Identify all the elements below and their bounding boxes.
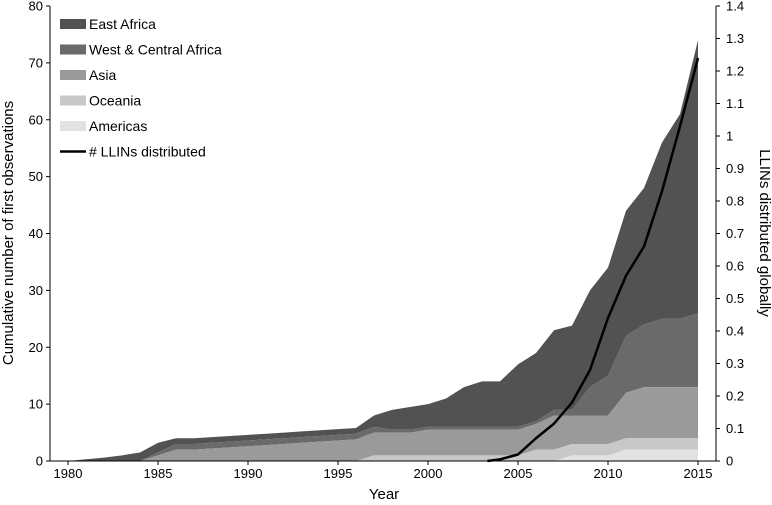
legend-label-asia: Asia xyxy=(89,67,116,83)
y2-tick-label: 1.1 xyxy=(726,96,744,111)
area-oceania xyxy=(68,438,698,461)
y-tick-label: 60 xyxy=(29,112,43,127)
y-tick-labels: 0 10 20 30 40 50 60 70 80 xyxy=(29,0,43,469)
y-axis-title: Cumulative number of first observations xyxy=(0,101,17,365)
x-tick-labels: 1980 1985 1990 1995 2000 2005 2010 2015 xyxy=(54,466,713,481)
legend-swatch-oceania xyxy=(60,95,86,106)
y-tick-label: 30 xyxy=(29,283,43,298)
y2-tick-label: 0.3 xyxy=(726,356,744,371)
area-east-africa xyxy=(68,40,698,461)
legend-label-west-central-africa: West & Central Africa xyxy=(89,42,222,58)
legend-label-east-africa: East Africa xyxy=(89,16,156,32)
y2-tick-label: 1.3 xyxy=(726,31,744,46)
x-tick-label: 2015 xyxy=(684,466,713,481)
y2-tick-label: 0.4 xyxy=(726,324,744,339)
legend-label-llins: # LLINs distributed xyxy=(89,144,206,160)
y2-tick-label: 0.5 xyxy=(726,291,744,306)
y2-tick-label: 1.4 xyxy=(726,0,744,14)
x-tick-label: 2010 xyxy=(594,466,623,481)
y2-tick-labels: 0 0.1 0.2 0.3 0.4 0.5 0.6 0.7 0.8 0.9 1 1.1 1.2 1.3 1.… xyxy=(726,0,744,469)
y2-tick-label: 1.2 xyxy=(726,64,744,79)
legend-label-oceania: Oceania xyxy=(89,93,141,109)
axes xyxy=(46,5,720,465)
y2-tick-label: 0.2 xyxy=(726,389,744,404)
y-tick-label: 10 xyxy=(29,397,43,412)
y2-tick-label: 0.9 xyxy=(726,161,744,176)
x-tick-label: 1995 xyxy=(324,466,353,481)
legend-swatch-west-central-africa xyxy=(60,44,86,55)
legend-swatch-americas xyxy=(60,121,86,131)
x-tick-label: 2005 xyxy=(504,466,533,481)
y-tick-label: 40 xyxy=(29,226,43,241)
y-tick-label: 50 xyxy=(29,169,43,184)
x-axis-title: Year xyxy=(369,486,399,503)
y-tick-label: 80 xyxy=(29,0,43,14)
legend: East Africa West & Central Africa Asia Ocea… xyxy=(60,16,222,160)
area-west-central-africa xyxy=(68,313,698,461)
x-tick-label: 1990 xyxy=(234,466,263,481)
y2-axis-title: LLINs distributed globally xyxy=(756,149,772,317)
y2-tick-label: 0.1 xyxy=(726,421,744,436)
y2-tick-label: 0 xyxy=(726,454,733,469)
y2-tick-label: 0.7 xyxy=(726,226,744,241)
llin-line xyxy=(487,57,700,463)
line-llins-distributed xyxy=(487,57,700,463)
y2-tick-label: 0.6 xyxy=(726,259,744,274)
x-tick-label: 2000 xyxy=(414,466,443,481)
legend-label-americas: Americas xyxy=(89,118,147,134)
legend-swatch-east-africa xyxy=(60,19,86,29)
x-tick-label: 1985 xyxy=(144,466,173,481)
legend-swatch-asia xyxy=(60,70,86,80)
y2-tick-label: 1 xyxy=(726,129,733,144)
area-americas xyxy=(68,449,698,461)
x-tick-label: 1980 xyxy=(54,466,83,481)
area-asia xyxy=(68,387,698,461)
y-tick-label: 20 xyxy=(29,340,43,355)
y-tick-label: 0 xyxy=(36,454,43,469)
y-tick-label: 70 xyxy=(29,55,43,70)
y2-tick-label: 0.8 xyxy=(726,194,744,209)
stacked-areas xyxy=(68,40,698,461)
